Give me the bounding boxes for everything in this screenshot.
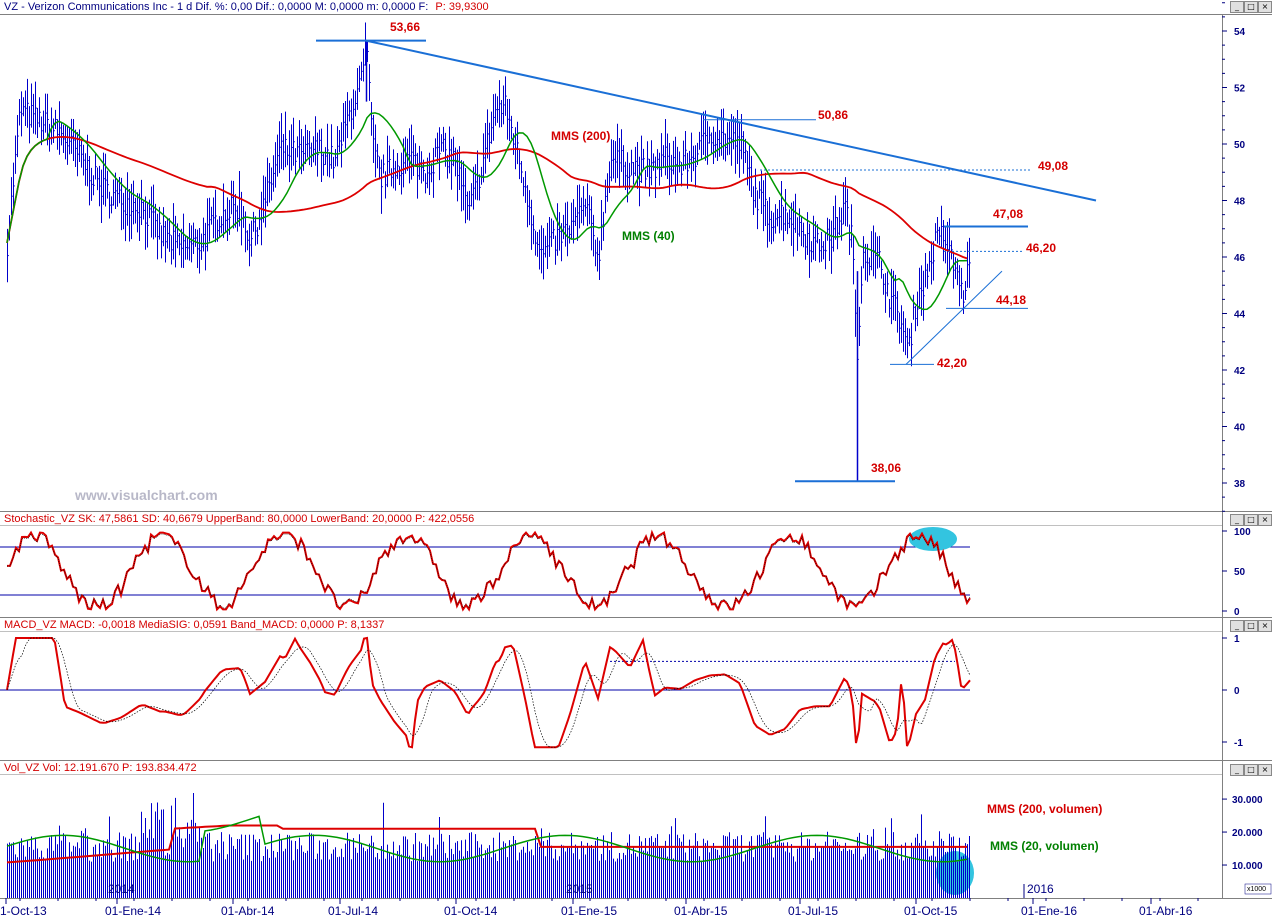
year-label-2014: 2014 xyxy=(108,882,135,896)
volume-annotations: MMS (200, volumen) MMS (20, volumen) 201… xyxy=(108,802,1266,896)
label-level-a: 49,08 xyxy=(1038,159,1068,173)
stochastic-panel xyxy=(0,527,971,612)
date-axis-tick-label: 01-Oct-14 xyxy=(444,904,498,917)
macd-panel-minimize-button[interactable]: _ xyxy=(1230,620,1244,632)
downtrend-line xyxy=(365,39,1097,202)
date-axis-tick-label: 01-Abr-15 xyxy=(674,904,728,917)
volume-axis-tick-label: 30.000 xyxy=(1232,795,1263,806)
stoch-panel-maximize-button[interactable]: □ xyxy=(1244,514,1258,526)
chart-title-bar: VZ - Verizon Communications Inc - 1 d Di… xyxy=(4,1,489,14)
macd-line xyxy=(6,636,971,749)
date-axis-tick-label: 01-Jul-15 xyxy=(788,904,838,917)
volume-panel xyxy=(6,792,974,898)
price-axis-tick-label: 44 xyxy=(1234,310,1246,321)
stoch-sk-line xyxy=(7,529,971,612)
vol-panel-minimize-button[interactable]: _ xyxy=(1230,764,1244,776)
label-mms200: MMS (200) xyxy=(551,129,610,143)
date-axis-tick-label: 01-Jul-14 xyxy=(328,904,378,917)
vol-panel-maximize-button[interactable]: □ xyxy=(1244,764,1258,776)
volume-mms20-line xyxy=(6,815,968,863)
price-axis-tick-label: 38 xyxy=(1234,479,1246,490)
price-axis-tick-label: 50 xyxy=(1234,140,1246,151)
price-panel xyxy=(6,22,1097,483)
price-bars xyxy=(7,22,971,379)
price-panel-maximize-button[interactable]: □ xyxy=(1244,1,1258,13)
price-axis-tick-label: 46 xyxy=(1234,253,1246,264)
label-mms40: MMS (40) xyxy=(622,229,675,243)
macd-axis-tick-label: -1 xyxy=(1234,738,1243,749)
price-panel-close-button[interactable]: × xyxy=(1258,1,1272,13)
date-axis-tick-label: 01-Abr-16 xyxy=(1139,904,1193,917)
label-high: 53,66 xyxy=(390,20,420,34)
price-axis-tick-label: 54 xyxy=(1234,27,1246,38)
date-axis-tick-label: 01-Ene-15 xyxy=(561,904,617,917)
volume-bars xyxy=(7,792,970,898)
chart-title: VZ - Verizon Communications Inc - 1 d Di… xyxy=(4,1,429,13)
label-level-b: 47,08 xyxy=(993,207,1023,221)
volume-unit-label: x1000 xyxy=(1247,886,1266,893)
price-axis-tick-label: 42 xyxy=(1234,366,1246,377)
price-panel-minimize-button[interactable]: _ xyxy=(1230,1,1244,13)
year-label-2016: 2016 xyxy=(1027,882,1054,896)
uptrend-line xyxy=(905,270,1003,365)
date-axis-tick-label: 01-Ene-14 xyxy=(105,904,161,917)
label-mms200-volume: MMS (200, volumen) xyxy=(987,802,1102,816)
macd-axis-tick-label: 1 xyxy=(1234,634,1240,645)
macd-header: MACD_VZ MACD: -0,0018 MediaSIG: 0,0591 B… xyxy=(4,619,385,631)
last-price-label: P: 39,9300 xyxy=(435,1,489,13)
stoch-axis-tick-label: 0 xyxy=(1234,607,1240,618)
label-peak2: 50,86 xyxy=(818,108,848,122)
stoch-sd-line xyxy=(7,533,971,609)
date-axis-tick-label: 01-Ene-16 xyxy=(1021,904,1077,917)
volume-unit-box xyxy=(1244,883,1272,895)
stoch-panel-minimize-button[interactable]: _ xyxy=(1230,514,1244,526)
label-low: 38,06 xyxy=(871,461,901,475)
label-mms20-volume: MMS (20, volumen) xyxy=(990,839,1099,853)
stoch-highlight-ellipse xyxy=(909,527,957,551)
stochastic-header: Stochastic_VZ SK: 47,5861 SD: 40,6679 Up… xyxy=(4,513,475,525)
label-level-d: 44,18 xyxy=(996,293,1026,307)
label-level-e: 42,20 xyxy=(937,356,967,370)
volume-axis-tick-label: 10.000 xyxy=(1232,861,1263,872)
panel-frames xyxy=(0,14,1272,899)
volume-mms200-line xyxy=(6,824,967,864)
stoch-axis-tick-label: 50 xyxy=(1234,567,1246,578)
macd-signal-line xyxy=(6,637,971,748)
macd-panel-maximize-button[interactable]: □ xyxy=(1244,620,1258,632)
price-axis-tick-label: 48 xyxy=(1234,197,1246,208)
label-level-c: 46,20 xyxy=(1026,241,1056,255)
macd-axis-tick-label: 0 xyxy=(1234,686,1240,697)
mms40-line xyxy=(6,112,968,311)
date-axis-tick-label: 1-Oct-13 xyxy=(0,904,47,917)
stoch-panel-close-button[interactable]: × xyxy=(1258,514,1272,526)
year-label-2015: 2015 xyxy=(566,882,593,896)
volume-axis-tick-label: 20.000 xyxy=(1232,828,1263,839)
price-annotations: 53,66 50,86 49,08 47,08 46,20 44,18 42,2… xyxy=(390,20,1068,475)
stoch-axis-tick-label: 100 xyxy=(1234,527,1251,538)
volume-header: Vol_VZ Vol: 12.191.670 P: 193.834.472 xyxy=(4,762,197,774)
watermark: www.visualchart.com xyxy=(75,487,218,503)
date-axis-tick-label: 01-Oct-15 xyxy=(904,904,958,917)
price-axis-tick-label: 52 xyxy=(1234,84,1246,95)
macd-panel xyxy=(0,636,971,749)
date-axis-tick-label: 01-Abr-14 xyxy=(221,904,275,917)
mms200-line xyxy=(6,135,968,260)
price-axis-tick-label: 40 xyxy=(1234,423,1246,434)
